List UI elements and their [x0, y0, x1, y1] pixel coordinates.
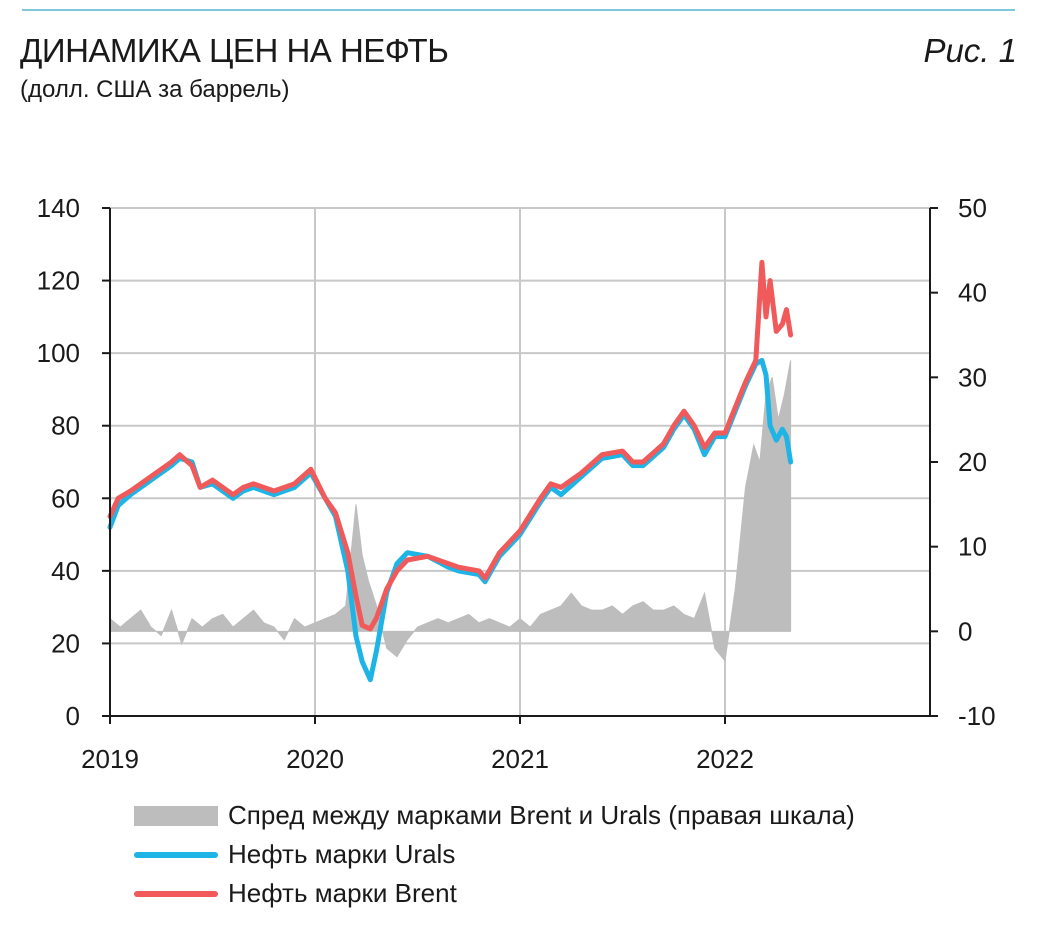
figure-label: Рис. 1	[923, 32, 1017, 69]
chart-title: ДИНАМИКА ЦЕН НА НЕФТЬ	[20, 32, 449, 69]
legend-swatch-urals	[134, 851, 218, 858]
left-tick-label: 60	[51, 483, 80, 513]
right-tick-label: 40	[958, 278, 987, 308]
legend-label-urals: Нефть марки Urals	[228, 839, 456, 869]
left-tick-label: 20	[51, 628, 80, 658]
brent-series-line	[107, 259, 794, 632]
price-lines	[107, 259, 794, 683]
left-tick-label: 120	[37, 266, 80, 296]
left-tick-label: 100	[37, 338, 80, 368]
x-tick-label: 2019	[81, 744, 139, 774]
left-tick-label: 40	[51, 556, 80, 586]
legend-item-brent: Нефть марки Brent	[134, 874, 855, 913]
legend-item-urals: Нефть марки Urals	[134, 835, 855, 874]
right-tick-label: 50	[958, 193, 987, 223]
spread-area	[109, 360, 792, 663]
header-rule	[22, 9, 1015, 11]
right-tick-label: 0	[958, 616, 972, 646]
legend-swatch-brent	[134, 890, 218, 897]
legend-label-brent: Нефть марки Brent	[228, 878, 457, 908]
x-tick-label: 2021	[491, 744, 549, 774]
legend-item-spread: Спред между марками Brent и Urals (права…	[134, 796, 855, 835]
left-tick-label: 80	[51, 411, 80, 441]
grid	[110, 207, 930, 716]
left-tick-label: 140	[37, 193, 80, 223]
legend-swatch-spread	[134, 805, 218, 826]
legend-label-spread: Спред между марками Brent и Urals (права…	[228, 800, 855, 830]
left-tick-label: 0	[66, 701, 80, 731]
chart-subtitle: (долл. США за баррель)	[20, 76, 290, 103]
spread-series-area	[109, 360, 792, 663]
right-tick-label: 10	[958, 532, 987, 562]
legend: Спред между марками Brent и Urals (права…	[134, 796, 855, 913]
x-tick-label: 2022	[696, 744, 754, 774]
right-tick-label: 30	[958, 362, 987, 392]
axes: 0 20 40 60 80 100 120 140 -10 0 10 20 30 40 50 2019 2020…	[37, 193, 996, 774]
x-tick-label: 2020	[286, 744, 344, 774]
right-tick-label: -10	[958, 701, 996, 731]
right-tick-label: 20	[958, 447, 987, 477]
